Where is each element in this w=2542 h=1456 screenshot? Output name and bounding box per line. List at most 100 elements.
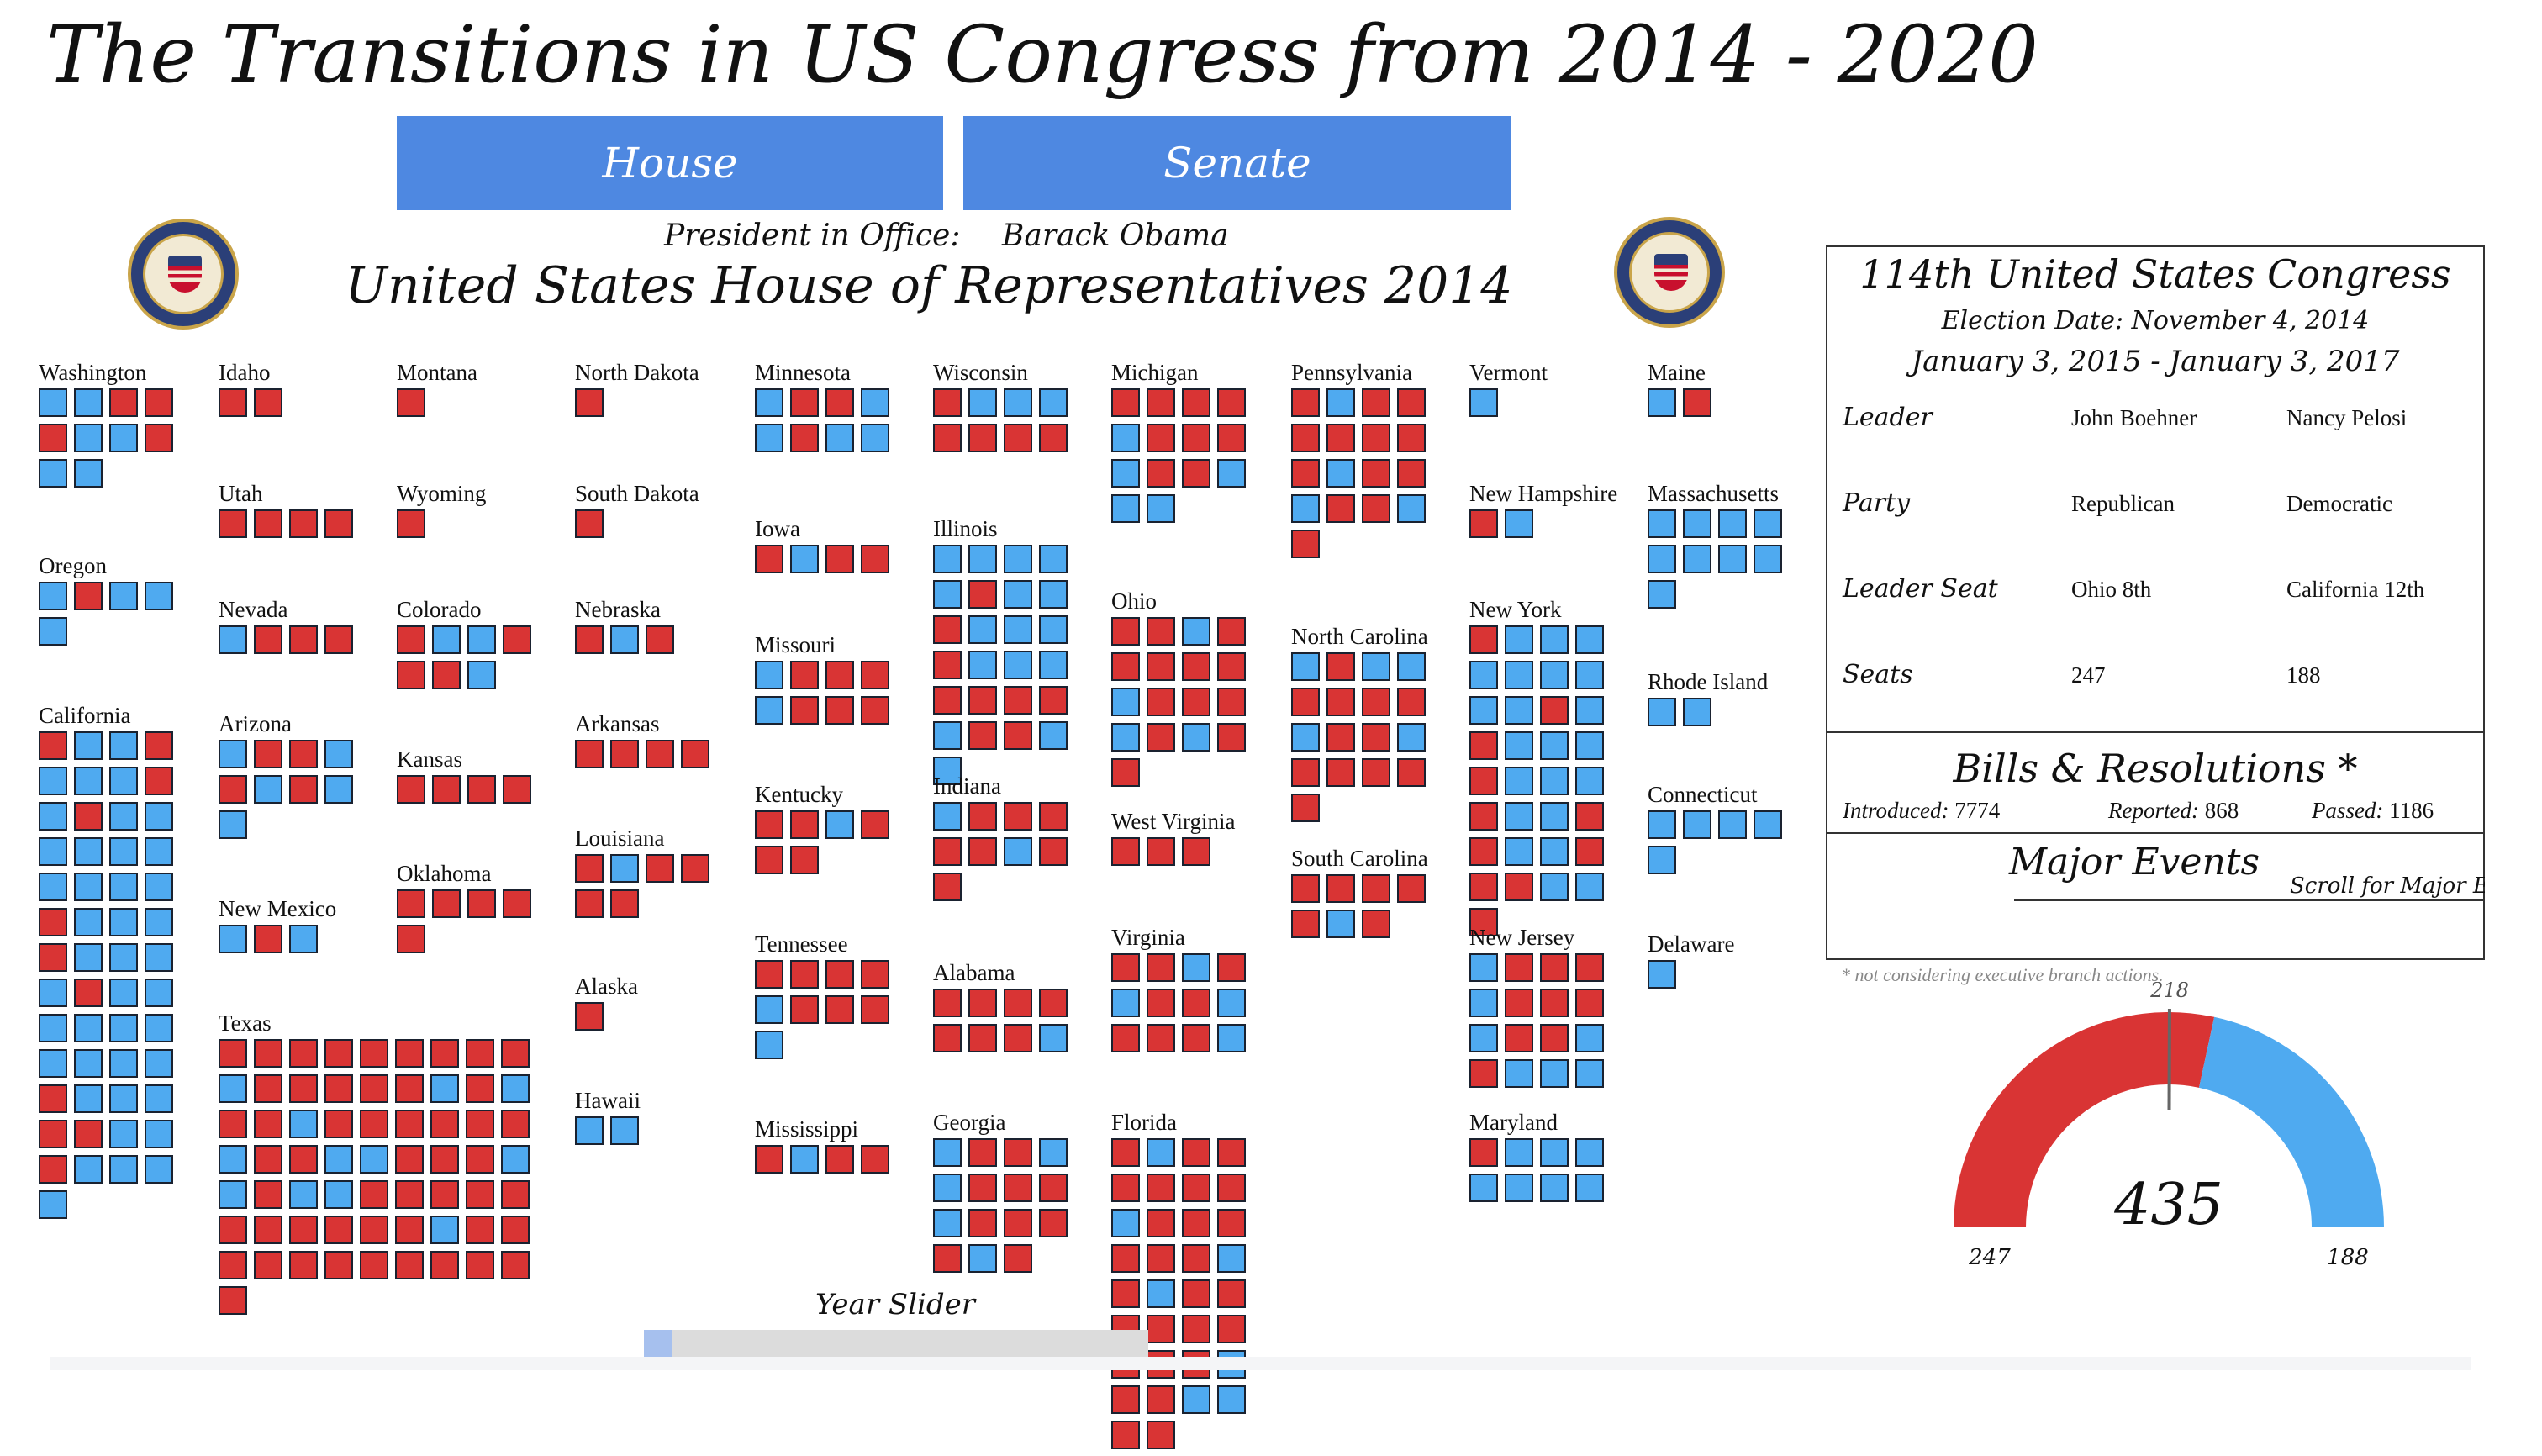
republican-seat[interactable] [289, 1251, 318, 1279]
republican-seat[interactable] [501, 1251, 530, 1279]
republican-seat[interactable] [1683, 388, 1711, 417]
republican-seat[interactable] [360, 1251, 388, 1279]
democratic-seat[interactable] [74, 1155, 103, 1184]
democratic-seat[interactable] [39, 388, 67, 417]
republican-seat[interactable] [1111, 1421, 1140, 1449]
democratic-seat[interactable] [74, 837, 103, 866]
democratic-seat[interactable] [74, 767, 103, 795]
democratic-seat[interactable] [109, 873, 138, 901]
republican-seat[interactable] [430, 1251, 459, 1279]
democratic-seat[interactable] [1182, 953, 1210, 982]
republican-seat[interactable] [1147, 688, 1175, 716]
republican-seat[interactable] [790, 661, 819, 689]
republican-seat[interactable] [501, 1110, 530, 1138]
republican-seat[interactable] [1326, 652, 1355, 681]
republican-seat[interactable] [254, 1110, 282, 1138]
republican-seat[interactable] [432, 775, 461, 804]
democratic-seat[interactable] [1648, 580, 1676, 609]
republican-seat[interactable] [825, 960, 854, 989]
democratic-seat[interactable] [501, 1074, 530, 1103]
republican-seat[interactable] [1111, 1385, 1140, 1414]
republican-seat[interactable] [646, 625, 674, 654]
republican-seat[interactable] [1147, 1385, 1175, 1414]
democratic-seat[interactable] [74, 1014, 103, 1042]
democratic-seat[interactable] [933, 1174, 962, 1202]
horizontal-scrollbar[interactable] [50, 1357, 2471, 1370]
republican-seat[interactable] [1397, 758, 1426, 787]
republican-seat[interactable] [1004, 1174, 1032, 1202]
republican-seat[interactable] [1182, 424, 1210, 452]
republican-seat[interactable] [933, 615, 962, 644]
democratic-seat[interactable] [1469, 388, 1498, 417]
democratic-seat[interactable] [1469, 1024, 1498, 1052]
democratic-seat[interactable] [1004, 545, 1032, 573]
year-slider-thumb[interactable] [644, 1330, 672, 1358]
democratic-seat[interactable] [74, 424, 103, 452]
republican-seat[interactable] [1217, 388, 1246, 417]
republican-seat[interactable] [861, 545, 889, 573]
republican-seat[interactable] [503, 625, 531, 654]
democratic-seat[interactable] [1683, 545, 1711, 573]
republican-seat[interactable] [646, 740, 674, 768]
republican-seat[interactable] [1111, 1174, 1140, 1202]
republican-seat[interactable] [861, 810, 889, 839]
democratic-seat[interactable] [1111, 424, 1140, 452]
republican-seat[interactable] [1147, 1024, 1175, 1052]
senate-tab-button[interactable]: Senate [963, 116, 1511, 210]
democratic-seat[interactable] [109, 1049, 138, 1078]
republican-seat[interactable] [1575, 802, 1604, 831]
democratic-seat[interactable] [1505, 696, 1533, 725]
republican-seat[interactable] [74, 582, 103, 610]
democratic-seat[interactable] [1182, 1385, 1210, 1414]
democratic-seat[interactable] [109, 908, 138, 936]
democratic-seat[interactable] [1039, 1138, 1068, 1167]
republican-seat[interactable] [466, 1074, 494, 1103]
republican-seat[interactable] [790, 846, 819, 874]
democratic-seat[interactable] [968, 1244, 997, 1273]
republican-seat[interactable] [1326, 723, 1355, 752]
republican-seat[interactable] [1469, 802, 1498, 831]
republican-seat[interactable] [466, 1216, 494, 1244]
democratic-seat[interactable] [467, 625, 496, 654]
democratic-seat[interactable] [968, 615, 997, 644]
republican-seat[interactable] [1326, 424, 1355, 452]
republican-seat[interactable] [968, 837, 997, 866]
democratic-seat[interactable] [1291, 652, 1320, 681]
republican-seat[interactable] [1291, 530, 1320, 558]
democratic-seat[interactable] [1505, 767, 1533, 795]
democratic-seat[interactable] [1648, 545, 1676, 573]
democratic-seat[interactable] [219, 740, 247, 768]
republican-seat[interactable] [1147, 1209, 1175, 1237]
democratic-seat[interactable] [1147, 494, 1175, 523]
republican-seat[interactable] [1540, 989, 1569, 1017]
democratic-seat[interactable] [145, 943, 173, 972]
democratic-seat[interactable] [219, 925, 247, 953]
republican-seat[interactable] [145, 731, 173, 760]
republican-seat[interactable] [933, 873, 962, 901]
republican-seat[interactable] [289, 625, 318, 654]
democratic-seat[interactable] [825, 424, 854, 452]
democratic-seat[interactable] [1540, 837, 1569, 866]
republican-seat[interactable] [1111, 1244, 1140, 1273]
republican-seat[interactable] [1004, 1244, 1032, 1273]
republican-seat[interactable] [933, 1244, 962, 1273]
republican-seat[interactable] [1147, 388, 1175, 417]
democratic-seat[interactable] [861, 424, 889, 452]
republican-seat[interactable] [145, 424, 173, 452]
republican-seat[interactable] [1505, 873, 1533, 901]
democratic-seat[interactable] [933, 1138, 962, 1167]
democratic-seat[interactable] [933, 721, 962, 750]
republican-seat[interactable] [1217, 953, 1246, 982]
republican-seat[interactable] [861, 995, 889, 1024]
republican-seat[interactable] [933, 424, 962, 452]
republican-seat[interactable] [1147, 989, 1175, 1017]
republican-seat[interactable] [219, 509, 247, 538]
democratic-seat[interactable] [324, 740, 353, 768]
republican-seat[interactable] [1217, 424, 1246, 452]
republican-seat[interactable] [755, 846, 783, 874]
republican-seat[interactable] [395, 1145, 424, 1174]
republican-seat[interactable] [1505, 1024, 1533, 1052]
republican-seat[interactable] [1004, 721, 1032, 750]
democratic-seat[interactable] [1575, 873, 1604, 901]
democratic-seat[interactable] [1182, 723, 1210, 752]
